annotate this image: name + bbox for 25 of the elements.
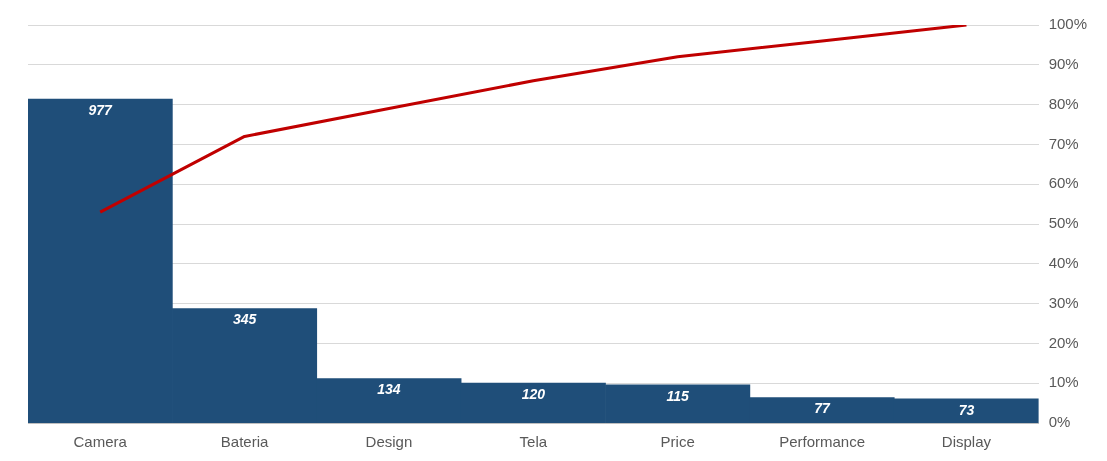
x-tick-label: Camera — [73, 433, 128, 451]
x-tick-label: Design — [365, 433, 413, 451]
data-label: 73 — [958, 401, 975, 418]
data-label: 977 — [88, 101, 114, 118]
y2-tick-label: 60% — [1048, 174, 1079, 192]
y2-tick-label: 100% — [1048, 15, 1088, 33]
data-label: 120 — [521, 386, 546, 403]
y2-tick-label: 40% — [1048, 253, 1079, 271]
y2-tick-label: 10% — [1048, 373, 1079, 391]
y2-tick-label: 90% — [1048, 54, 1079, 72]
x-tick-label: Display — [941, 433, 992, 451]
data-label: 77 — [814, 400, 832, 417]
data-label: 134 — [377, 381, 401, 398]
x-tick-label: Tela — [519, 433, 548, 451]
x-tick-label: Performance — [779, 433, 866, 451]
y2-tick-label: 20% — [1048, 333, 1079, 351]
y2-tick-label: 30% — [1048, 293, 1079, 311]
x-tick-label: Price — [660, 433, 695, 451]
y2-tick-label: 80% — [1048, 94, 1079, 112]
data-label: 345 — [232, 311, 257, 328]
data-label: 115 — [666, 387, 690, 404]
y2-tick-label: 70% — [1048, 134, 1079, 152]
y2-tick-label: 0% — [1048, 413, 1071, 431]
x-tick-label: Bateria — [220, 433, 269, 451]
y2-tick-label: 50% — [1048, 214, 1079, 232]
